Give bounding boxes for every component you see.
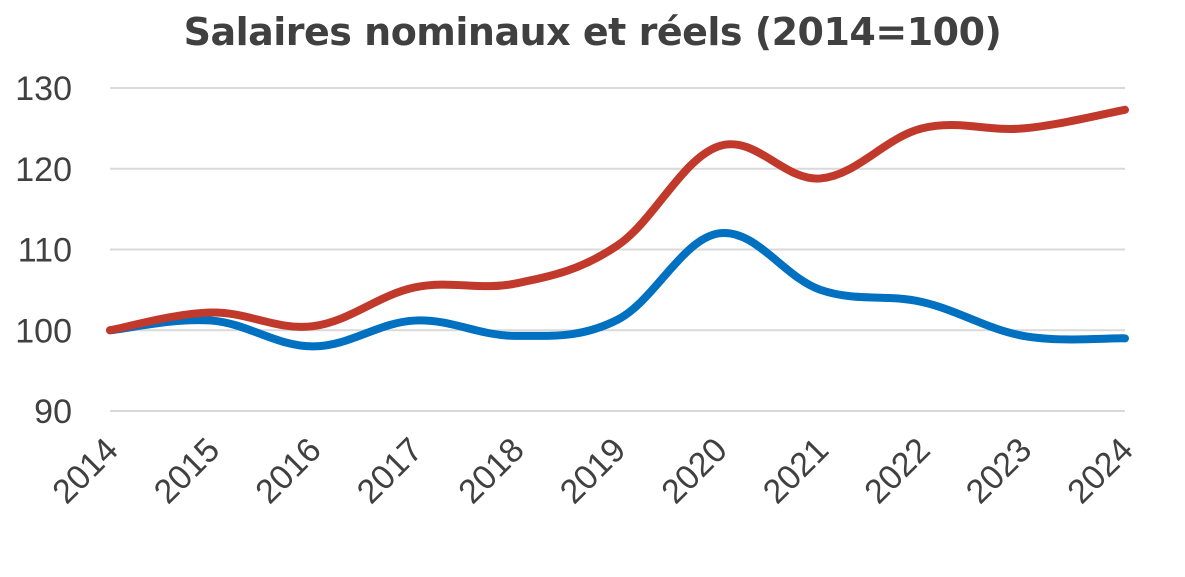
- series-lines: [106, 105, 1129, 351]
- y-axis-tick-labels: 90 100 110 120 130: [15, 70, 72, 431]
- y-tick-label: 110: [18, 232, 72, 270]
- x-tick-label: 2017: [350, 431, 430, 511]
- x-tick-label: 2023: [959, 431, 1039, 511]
- x-axis-tick-labels: 2014 2015 2016 2017 2018 2019 2020 2021 2022 2023…: [45, 431, 1140, 511]
- x-tick-label: 2020: [654, 431, 734, 511]
- x-tick-label: 2016: [248, 431, 328, 511]
- y-tick-label: 90: [34, 393, 72, 431]
- x-tick-label: 2024: [1060, 431, 1140, 511]
- y-tick-label: 100: [15, 312, 72, 350]
- series-line-2: [106, 229, 1129, 351]
- series-line-1: [106, 105, 1129, 335]
- x-tick-label: 2022: [857, 431, 937, 511]
- x-tick-label: 2014: [45, 431, 125, 511]
- x-tick-label: 2019: [553, 431, 633, 511]
- chart-title: Salaires nominaux et réels (2014=100): [183, 10, 1002, 54]
- y-tick-label: 130: [15, 70, 72, 108]
- x-tick-label: 2018: [451, 431, 531, 511]
- x-tick-label: 2021: [756, 431, 836, 511]
- x-tick-label: 2015: [147, 431, 227, 511]
- y-tick-label: 120: [15, 151, 72, 189]
